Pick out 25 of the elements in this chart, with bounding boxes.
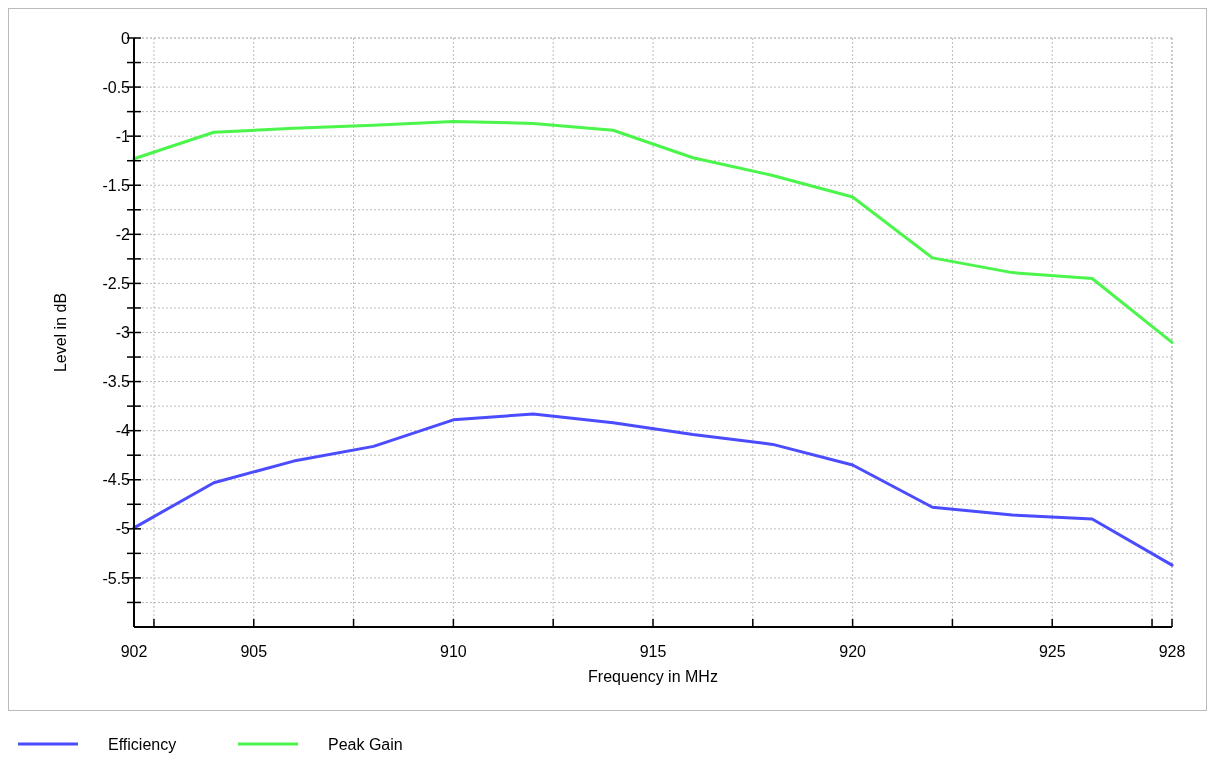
line-series — [132, 412, 1174, 567]
y-tick-label: -2.5 — [102, 275, 131, 293]
y-tick-label: -5.5 — [102, 569, 131, 587]
y-axis-title: Level in dB — [52, 292, 69, 373]
y-tick-label: -3.5 — [102, 373, 131, 391]
x-tick-label: 902 — [120, 643, 148, 660]
y-tick-label: 0 — [121, 29, 131, 47]
x-tick-label: 920 — [839, 643, 867, 660]
y-tick-label: -1.5 — [102, 176, 131, 194]
y-tick-label: -4.5 — [102, 471, 131, 489]
x-tick-label: 925 — [1038, 643, 1066, 660]
x-axis-title: Frequency in MHz — [588, 668, 718, 685]
y-tick-label: -3 — [115, 324, 131, 342]
y-tick-label: -4 — [115, 422, 131, 440]
x-tick-label: 910 — [440, 643, 467, 660]
x-tick-label: 915 — [639, 643, 667, 660]
y-tick-label: -5 — [115, 520, 131, 538]
y-tick-label: -1 — [115, 127, 131, 145]
line-series — [132, 119, 1174, 344]
y-tick-label: -2 — [115, 225, 131, 243]
x-tick-label: 928 — [1158, 643, 1186, 660]
y-tick-label: -0.5 — [102, 78, 131, 96]
legend-label: Peak Gain — [328, 735, 403, 753]
x-tick-label: 905 — [240, 643, 268, 660]
legend-label: Efficiency — [108, 735, 177, 753]
